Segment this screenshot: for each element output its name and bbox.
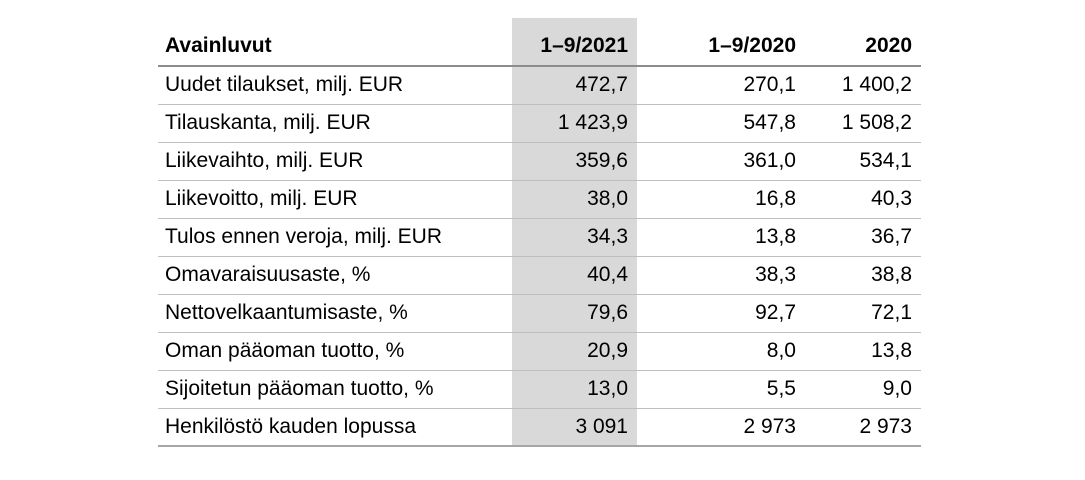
value-cell: 361,0 — [637, 142, 805, 181]
header-cell-avainluvut: Avainluvut — [158, 18, 512, 67]
row-label: Henkilöstö kauden lopussa — [158, 408, 512, 447]
value-cell: 547,8 — [637, 104, 805, 143]
row-label: Tilauskanta, milj. EUR — [158, 104, 512, 143]
value-cell: 16,8 — [637, 180, 805, 219]
table-row: Uudet tilaukset, milj. EUR 472,7 270,1 1… — [158, 66, 921, 105]
value-cell: 92,7 — [637, 294, 805, 333]
key-figures-table-grid: Avainluvut 1–9/2021 1–9/2020 2020 Uudet … — [158, 18, 921, 447]
value-cell: 8,0 — [637, 332, 805, 371]
value-cell: 1 508,2 — [805, 104, 921, 143]
value-cell: 40,3 — [805, 180, 921, 219]
row-label: Liikevoitto, milj. EUR — [158, 180, 512, 219]
table-row: Tilauskanta, milj. EUR 1 423,9 547,8 1 5… — [158, 104, 921, 143]
value-cell: 40,4 — [512, 256, 637, 295]
table-row: Omavaraisuusaste, % 40,4 38,3 38,8 — [158, 256, 921, 295]
value-cell: 359,6 — [512, 142, 637, 181]
value-cell: 20,9 — [512, 332, 637, 371]
row-label: Omavaraisuusaste, % — [158, 256, 512, 295]
header-cell-year-2020: 2020 — [805, 18, 921, 67]
value-cell: 2 973 — [637, 408, 805, 447]
value-cell: 1 423,9 — [512, 104, 637, 143]
table-row: Henkilöstö kauden lopussa 3 091 2 973 2 … — [158, 408, 921, 447]
value-cell: 38,3 — [637, 256, 805, 295]
value-cell: 13,8 — [805, 332, 921, 371]
row-label: Oman pääoman tuotto, % — [158, 332, 512, 371]
table-row: Sijoitetun pääoman tuotto, % 13,0 5,5 9,… — [158, 370, 921, 409]
value-cell: 472,7 — [512, 66, 637, 105]
value-cell: 79,6 — [512, 294, 637, 333]
header-cell-period-2021: 1–9/2021 — [512, 18, 637, 67]
value-cell: 34,3 — [512, 218, 637, 257]
table-row: Tulos ennen veroja, milj. EUR 34,3 13,8 … — [158, 218, 921, 257]
table-row: Nettovelkaantumisaste, % 79,6 92,7 72,1 — [158, 294, 921, 333]
value-cell: 1 400,2 — [805, 66, 921, 105]
row-label: Tulos ennen veroja, milj. EUR — [158, 218, 512, 257]
value-cell: 9,0 — [805, 370, 921, 409]
header-cell-period-2020: 1–9/2020 — [637, 18, 805, 67]
value-cell: 38,0 — [512, 180, 637, 219]
value-cell: 72,1 — [805, 294, 921, 333]
table-header-row: Avainluvut 1–9/2021 1–9/2020 2020 — [158, 18, 921, 67]
table-row: Liikevaihto, milj. EUR 359,6 361,0 534,1 — [158, 142, 921, 181]
value-cell: 5,5 — [637, 370, 805, 409]
value-cell: 13,0 — [512, 370, 637, 409]
row-label: Uudet tilaukset, milj. EUR — [158, 66, 512, 105]
key-figures-table: Avainluvut 1–9/2021 1–9/2020 2020 Uudet … — [158, 18, 921, 447]
value-cell: 13,8 — [637, 218, 805, 257]
value-cell: 2 973 — [805, 408, 921, 447]
row-label: Liikevaihto, milj. EUR — [158, 142, 512, 181]
row-label: Sijoitetun pääoman tuotto, % — [158, 370, 512, 409]
table-row: Liikevoitto, milj. EUR 38,0 16,8 40,3 — [158, 180, 921, 219]
row-label: Nettovelkaantumisaste, % — [158, 294, 512, 333]
value-cell: 36,7 — [805, 218, 921, 257]
value-cell: 534,1 — [805, 142, 921, 181]
table-row: Oman pääoman tuotto, % 20,9 8,0 13,8 — [158, 332, 921, 371]
value-cell: 38,8 — [805, 256, 921, 295]
value-cell: 270,1 — [637, 66, 805, 105]
value-cell: 3 091 — [512, 408, 637, 447]
